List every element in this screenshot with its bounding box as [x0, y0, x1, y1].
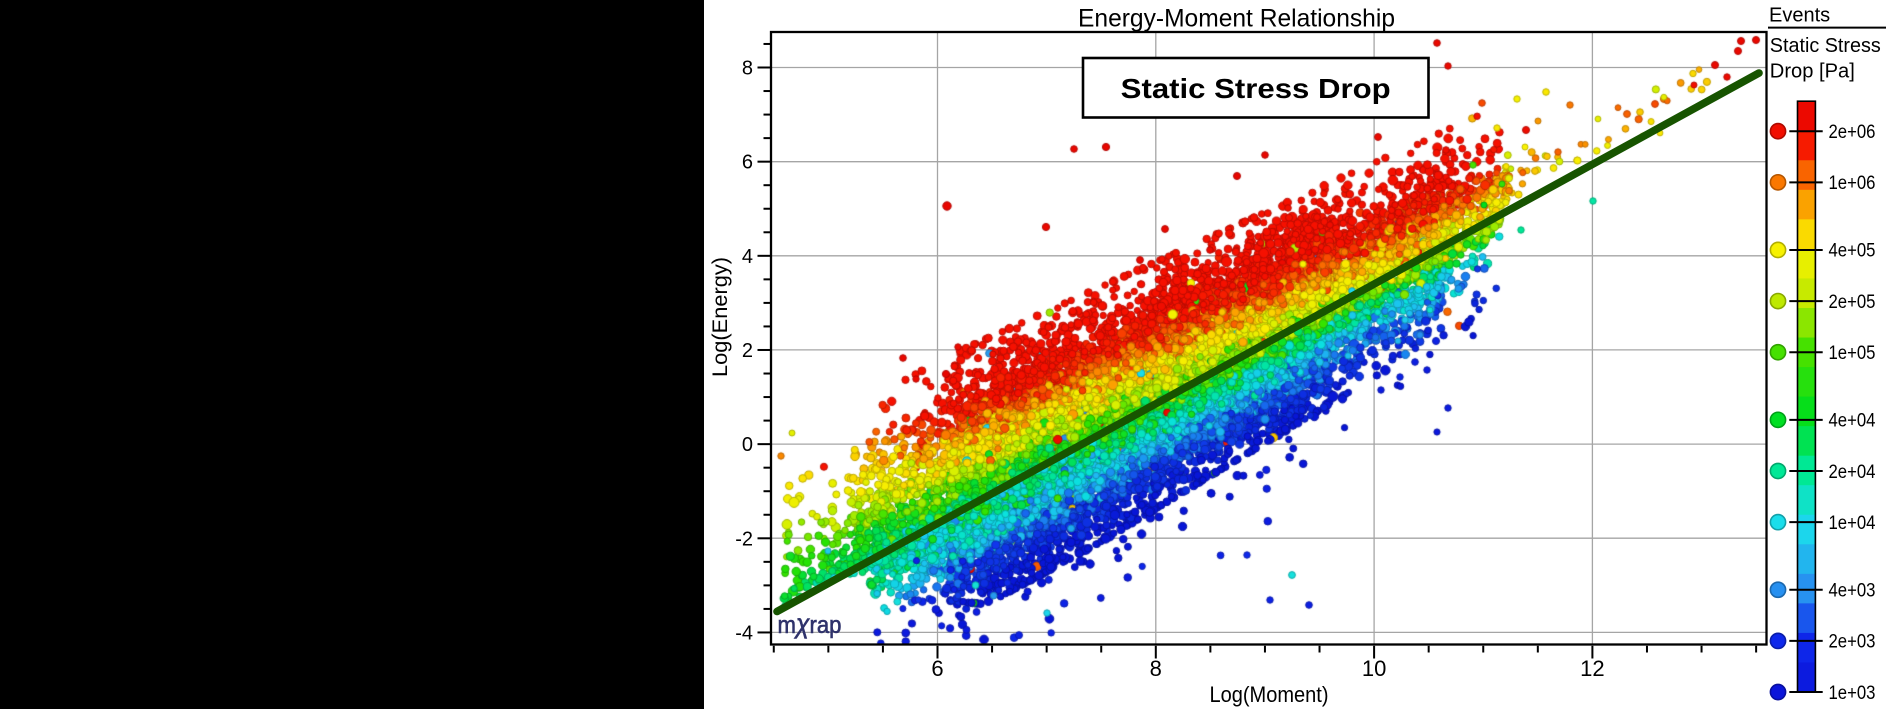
svg-text:4e+05: 4e+05 — [1829, 241, 1876, 262]
svg-text:2e+03: 2e+03 — [1829, 632, 1876, 653]
svg-text:1e+04: 1e+04 — [1829, 513, 1876, 534]
svg-text:10: 10 — [1362, 656, 1386, 681]
svg-text:4e+04: 4e+04 — [1829, 411, 1876, 432]
svg-text:8: 8 — [1150, 656, 1162, 681]
svg-text:Static Stress Drop: Static Stress Drop — [1121, 73, 1391, 104]
svg-text:1e+06: 1e+06 — [1829, 173, 1876, 194]
svg-text:12: 12 — [1580, 656, 1604, 681]
svg-text:0: 0 — [742, 434, 753, 456]
svg-text:Events: Events — [1769, 5, 1830, 27]
svg-text:Static Stress: Static Stress — [1770, 35, 1881, 57]
svg-text:Log(Energy): Log(Energy) — [709, 257, 732, 377]
svg-text:-4: -4 — [735, 622, 753, 644]
svg-text:Log(Moment): Log(Moment) — [1210, 682, 1329, 707]
svg-text:2e+04: 2e+04 — [1829, 462, 1876, 483]
svg-text:-2: -2 — [735, 528, 753, 550]
svg-text:6: 6 — [931, 656, 943, 681]
svg-text:2e+05: 2e+05 — [1829, 292, 1876, 313]
svg-text:6: 6 — [742, 152, 753, 174]
svg-text:mχrap: mχrap — [778, 609, 842, 639]
svg-text:4e+03: 4e+03 — [1829, 581, 1876, 602]
svg-text:1e+05: 1e+05 — [1829, 343, 1876, 364]
svg-text:2: 2 — [742, 340, 753, 362]
svg-text:1e+03: 1e+03 — [1829, 683, 1876, 704]
svg-text:Drop [Pa]: Drop [Pa] — [1770, 61, 1855, 83]
svg-text:8: 8 — [742, 58, 753, 80]
svg-text:Energy-Moment Relationship: Energy-Moment Relationship — [1078, 5, 1395, 33]
svg-text:4: 4 — [742, 246, 753, 268]
svg-text:2e+06: 2e+06 — [1829, 122, 1876, 143]
